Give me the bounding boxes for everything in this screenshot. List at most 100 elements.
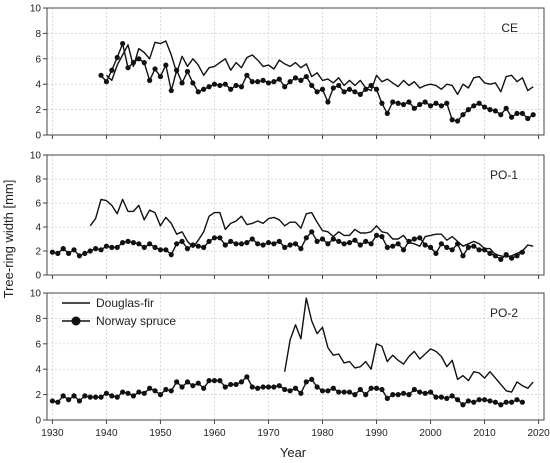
data-point-norway-spruce: [352, 237, 358, 243]
data-point-norway-spruce: [147, 77, 153, 83]
data-point-norway-spruce: [125, 390, 131, 396]
data-point-norway-spruce: [93, 246, 99, 252]
data-point-norway-spruce: [114, 394, 120, 400]
panel-po-2: 0 2 4 6 8 10 1930 1940 1950 1960 1970 1980 1990 2000 2…: [30, 289, 550, 440]
data-point-norway-spruce: [460, 253, 466, 259]
data-point-norway-spruce: [330, 385, 336, 391]
data-point-norway-spruce: [373, 232, 380, 238]
series-line-norway-spruce: [52, 231, 523, 261]
data-point-norway-spruce: [201, 86, 207, 92]
data-point-norway-spruce: [433, 100, 439, 106]
y-tick-label: 4: [35, 223, 41, 234]
data-point-norway-spruce: [481, 397, 488, 403]
data-point-norway-spruce: [233, 241, 239, 247]
data-point-norway-spruce: [249, 384, 255, 390]
panel-label: CE: [501, 21, 518, 35]
data-point-norway-spruce: [492, 108, 498, 114]
data-point-norway-spruce: [120, 389, 126, 395]
data-point-norway-spruce: [433, 394, 439, 400]
y-axis-title: Tree-ring width [mm]: [1, 180, 16, 299]
data-point-norway-spruce: [98, 247, 104, 253]
data-point-norway-spruce: [93, 394, 99, 400]
data-point-norway-spruce: [379, 234, 385, 240]
data-point-norway-spruce: [492, 253, 498, 259]
data-point-norway-spruce: [406, 392, 412, 398]
data-point-norway-spruce: [508, 114, 515, 120]
data-point-norway-spruce: [265, 384, 272, 390]
data-point-norway-spruce: [346, 86, 353, 92]
data-point-norway-spruce: [373, 385, 380, 391]
y-tick-label: 10: [30, 151, 42, 162]
data-point-norway-spruce: [514, 397, 520, 403]
data-point-norway-spruce: [206, 238, 212, 244]
data-point-norway-spruce: [168, 388, 174, 394]
data-point-norway-spruce: [384, 395, 390, 402]
data-point-norway-spruce: [168, 87, 174, 94]
data-point-norway-spruce: [330, 236, 336, 242]
data-point-norway-spruce: [319, 388, 326, 394]
data-point-norway-spruce: [190, 383, 196, 389]
data-point-norway-spruce: [363, 392, 369, 398]
data-point-norway-spruce: [238, 84, 245, 90]
data-point-norway-spruce: [519, 249, 525, 255]
data-point-norway-spruce: [136, 241, 142, 247]
data-point-norway-spruce: [363, 86, 369, 92]
data-point-norway-spruce: [390, 243, 396, 249]
data-point-norway-spruce: [244, 240, 250, 246]
data-point-norway-spruce: [298, 246, 304, 252]
data-point-norway-spruce: [481, 104, 488, 110]
data-point-norway-spruce: [314, 238, 320, 244]
data-point-norway-spruce: [179, 80, 185, 86]
data-point-norway-spruce: [379, 100, 385, 106]
data-point-norway-spruce: [341, 241, 347, 247]
data-point-norway-spruce: [503, 105, 509, 111]
series-line-norway-spruce: [52, 376, 523, 406]
data-point-norway-spruce: [260, 384, 266, 390]
data-point-norway-spruce: [336, 238, 342, 244]
data-point-norway-spruce: [433, 250, 439, 256]
data-point-norway-spruce: [98, 72, 104, 78]
data-point-norway-spruce: [422, 390, 428, 396]
data-point-norway-spruce: [368, 241, 374, 247]
data-point-norway-spruce: [471, 399, 477, 405]
data-point-norway-spruce: [319, 86, 326, 92]
x-tick-label: 1930: [41, 428, 64, 439]
x-tick-label: 1950: [149, 428, 172, 439]
data-point-norway-spruce: [136, 389, 142, 395]
data-point-norway-spruce: [400, 390, 407, 396]
data-point-norway-spruce: [395, 392, 401, 398]
data-point-norway-spruce: [195, 89, 201, 95]
data-point-norway-spruce: [314, 89, 320, 95]
x-tick-label: 1960: [203, 428, 226, 439]
data-point-norway-spruce: [368, 82, 374, 89]
data-point-norway-spruce: [476, 397, 482, 403]
data-point-norway-spruce: [319, 236, 326, 242]
data-point-norway-spruce: [66, 397, 72, 403]
data-point-norway-spruce: [325, 388, 331, 394]
data-point-norway-spruce: [438, 241, 444, 247]
x-tick-label: 1990: [365, 428, 388, 439]
data-point-norway-spruce: [66, 250, 72, 256]
data-point-norway-spruce: [179, 238, 185, 244]
y-tick-label: 0: [35, 271, 41, 282]
y-tick-label: 6: [35, 339, 41, 350]
data-point-norway-spruce: [417, 101, 423, 108]
data-point-norway-spruce: [179, 384, 185, 390]
data-point-norway-spruce: [368, 385, 374, 391]
data-point-norway-spruce: [60, 393, 66, 399]
data-point-norway-spruce: [395, 100, 401, 106]
legend-douglas-fir-label: Douglas-fir: [96, 296, 154, 310]
data-point-norway-spruce: [157, 247, 164, 253]
data-point-norway-spruce: [87, 394, 93, 400]
data-point-norway-spruce: [292, 241, 299, 247]
data-point-norway-spruce: [141, 60, 147, 66]
data-point-norway-spruce: [147, 385, 153, 391]
data-point-norway-spruce: [336, 389, 342, 395]
data-point-norway-spruce: [49, 398, 56, 404]
data-point-norway-spruce: [282, 244, 288, 250]
y-tick-label: 8: [35, 29, 41, 40]
data-point-norway-spruce: [174, 379, 180, 385]
y-tick-label: 4: [35, 365, 41, 376]
data-point-norway-spruce: [260, 77, 266, 83]
